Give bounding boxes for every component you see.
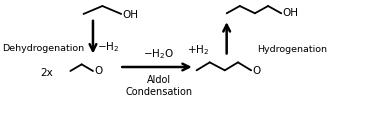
Text: +H$_2$: +H$_2$ <box>187 43 210 57</box>
Text: OH: OH <box>122 10 138 20</box>
Text: Hydrogenation: Hydrogenation <box>257 45 327 54</box>
Text: 2x: 2x <box>40 68 53 78</box>
Text: Dehydrogenation: Dehydrogenation <box>3 44 85 53</box>
Text: O: O <box>252 66 260 76</box>
Text: $-$H$_2$: $-$H$_2$ <box>97 40 119 54</box>
Text: O: O <box>94 66 102 76</box>
Text: OH: OH <box>282 8 298 18</box>
Text: $-$H$_2$O: $-$H$_2$O <box>143 47 174 61</box>
Text: Aldol: Aldol <box>147 75 171 85</box>
Text: Condensation: Condensation <box>125 87 192 97</box>
